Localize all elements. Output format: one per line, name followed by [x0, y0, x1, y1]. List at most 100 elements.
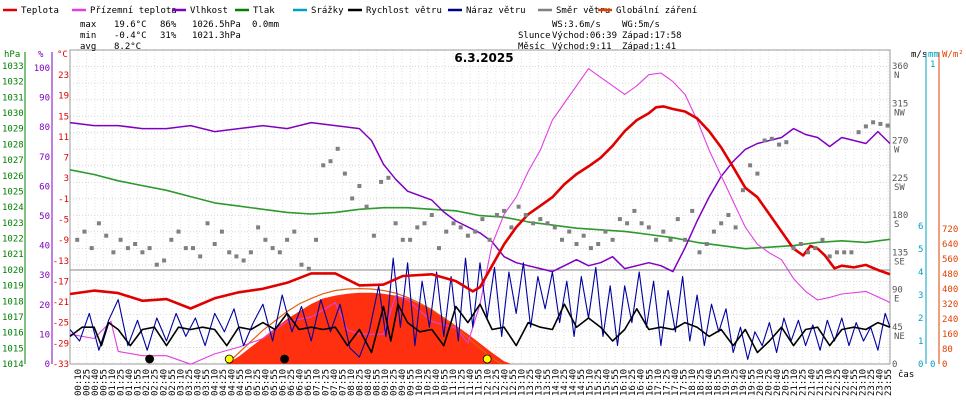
info-moon-label: Měsíc	[518, 42, 545, 52]
time-tick: 17:40	[671, 369, 681, 396]
pressure-tick: 1028	[2, 140, 24, 150]
wind-direction-point	[342, 171, 347, 176]
humidity-tick: 40	[39, 242, 50, 252]
time-tick: 23:25	[867, 369, 877, 396]
wind-direction-compass: W	[894, 146, 900, 156]
wind-direction-point	[639, 221, 644, 226]
time-tick: 15:55	[611, 369, 621, 396]
stat-temperature: 8.2°C	[114, 42, 141, 52]
time-tick: 04:25	[219, 369, 229, 396]
time-tick: 01:55	[134, 369, 144, 396]
wind-direction-point	[350, 196, 355, 201]
time-tick: 20:55	[782, 369, 792, 396]
stat-label: avg	[80, 42, 96, 52]
wind-direction-point	[371, 233, 376, 238]
temperature-tick: -21	[53, 298, 69, 308]
time-tick: 19:25	[731, 369, 741, 396]
wind-direction-point	[480, 217, 485, 222]
wind-direction-point	[654, 237, 659, 242]
wind-direction-point	[422, 221, 427, 226]
time-tick: 08:40	[364, 369, 374, 396]
pressure-tick: 1015	[2, 344, 24, 354]
time-tick: 20:10	[756, 369, 766, 396]
wind-direction-point	[183, 246, 188, 251]
time-tick: 03:55	[202, 369, 212, 396]
radiation-fill	[226, 292, 512, 364]
wind-direction-compass: E	[894, 295, 899, 305]
time-tick: 08:55	[372, 369, 382, 396]
info-sunrise: Východ:06:39	[552, 31, 617, 41]
time-tick: 05:10	[245, 369, 255, 396]
ground-temperature-line	[69, 68, 891, 365]
wind-direction-point	[321, 163, 326, 168]
pressure-tick: 1023	[2, 219, 24, 229]
pressure-tick: 1022	[2, 235, 24, 245]
time-tick: 07:55	[338, 369, 348, 396]
time-tick: 08:10	[347, 369, 357, 396]
wind-direction-point	[444, 229, 449, 234]
wind-direction-point	[292, 229, 297, 234]
time-tick: 05:40	[262, 369, 272, 396]
wind-direction-point	[726, 213, 731, 217]
legend-label: Srážky	[311, 6, 344, 16]
time-tick: 09:10	[381, 369, 391, 396]
time-tick: 15:25	[594, 369, 604, 396]
wind-direction-point	[856, 130, 861, 135]
wind-direction-tick: 225	[892, 174, 908, 184]
stat-humidity: 86%	[160, 20, 177, 30]
time-tick: 23:55	[884, 369, 894, 396]
wind-direction-point	[740, 188, 745, 193]
time-axis-label: čas	[898, 369, 914, 380]
pressure-tick: 1014	[2, 360, 24, 370]
pressure-tick: 1032	[2, 78, 24, 88]
time-tick: 18:25	[696, 369, 706, 396]
time-tick: 22:25	[833, 369, 843, 396]
time-tick: 15:40	[603, 369, 613, 396]
wind-direction-point	[842, 250, 847, 255]
time-tick: 10:10	[415, 369, 425, 396]
wind-direction-compass: SE	[894, 257, 905, 267]
wind-direction-point	[75, 237, 80, 242]
wind-direction-tick: 0	[892, 360, 897, 370]
radiation-tick: 720	[942, 225, 958, 235]
humidity-unit: %	[38, 50, 44, 60]
pressure-tick: 1024	[2, 203, 24, 213]
time-tick: 07:40	[330, 369, 340, 396]
time-tick: 18:55	[714, 369, 724, 396]
wind-direction-point	[205, 221, 210, 226]
stat-temperature: -0.4°C	[114, 31, 147, 41]
wind-direction-point	[429, 213, 434, 217]
stat-humidity: 31%	[160, 31, 177, 41]
wind-direction-point	[314, 237, 318, 242]
rain-unit: mm	[928, 50, 939, 60]
wind-direction-tick: 180	[892, 211, 908, 221]
wind-direction-point	[798, 242, 803, 246]
temperature-tick: -25	[53, 319, 69, 329]
wind-speed-tick: 1	[918, 337, 923, 347]
time-tick: 21:10	[790, 369, 800, 396]
wind-direction-point	[661, 229, 666, 234]
time-tick: 06:10	[279, 369, 289, 396]
time-tick: 10:25	[424, 369, 434, 396]
wind-direction-point	[878, 121, 883, 126]
wind-direction-point	[646, 225, 651, 230]
wind-direction-point	[552, 225, 557, 230]
wind-direction-point	[610, 237, 615, 242]
wind-direction-point	[632, 208, 637, 213]
wind-direction-point	[617, 217, 622, 222]
wind-direction-point	[574, 242, 579, 246]
humidity-tick: 70	[39, 153, 50, 163]
time-tick: 07:25	[321, 369, 331, 396]
wind-direction-point	[668, 237, 673, 242]
wind-direction-point	[523, 213, 528, 217]
time-tick: 04:55	[236, 369, 246, 396]
radiation-tick: 80	[942, 345, 953, 355]
time-tick: 14:55	[577, 369, 587, 396]
wind-direction-point	[813, 246, 818, 251]
time-tick: 17:55	[679, 369, 689, 396]
legend-label: Globální záření	[616, 6, 697, 16]
wind-direction-compass: NW	[894, 108, 905, 118]
wind-direction-point	[834, 250, 839, 255]
wind-direction-point	[147, 246, 152, 251]
info-moonset: Západ:1:41	[622, 42, 676, 52]
